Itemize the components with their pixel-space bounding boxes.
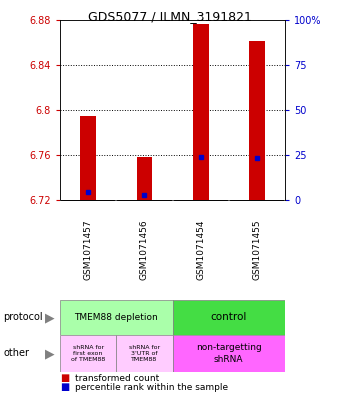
Bar <box>60 335 116 372</box>
Bar <box>172 335 285 372</box>
Bar <box>60 300 172 335</box>
Text: shRNA for
3'UTR of
TMEM88: shRNA for 3'UTR of TMEM88 <box>129 345 160 362</box>
Bar <box>249 41 265 200</box>
Bar <box>116 335 172 372</box>
Bar <box>172 300 285 335</box>
Text: TMEM88 depletion: TMEM88 depletion <box>74 313 158 322</box>
Bar <box>193 24 208 200</box>
Text: protocol: protocol <box>3 312 43 323</box>
Text: percentile rank within the sample: percentile rank within the sample <box>75 383 228 391</box>
Text: other: other <box>3 349 29 358</box>
Text: ▶: ▶ <box>45 347 54 360</box>
Text: ■: ■ <box>60 382 69 392</box>
Bar <box>80 116 96 200</box>
Text: GSM1071454: GSM1071454 <box>196 220 205 280</box>
Text: GSM1071456: GSM1071456 <box>140 220 149 280</box>
Text: ■: ■ <box>60 373 69 383</box>
Text: GSM1071455: GSM1071455 <box>252 220 261 280</box>
Text: ▶: ▶ <box>45 311 54 324</box>
Text: control: control <box>210 312 247 323</box>
Text: transformed count: transformed count <box>75 373 159 382</box>
Text: GDS5077 / ILMN_3191821: GDS5077 / ILMN_3191821 <box>88 10 252 23</box>
Bar <box>136 157 152 200</box>
Text: GSM1071457: GSM1071457 <box>84 220 92 280</box>
Text: shRNA for
first exon
of TMEM88: shRNA for first exon of TMEM88 <box>71 345 105 362</box>
Text: non-targetting
shRNA: non-targetting shRNA <box>196 343 261 364</box>
